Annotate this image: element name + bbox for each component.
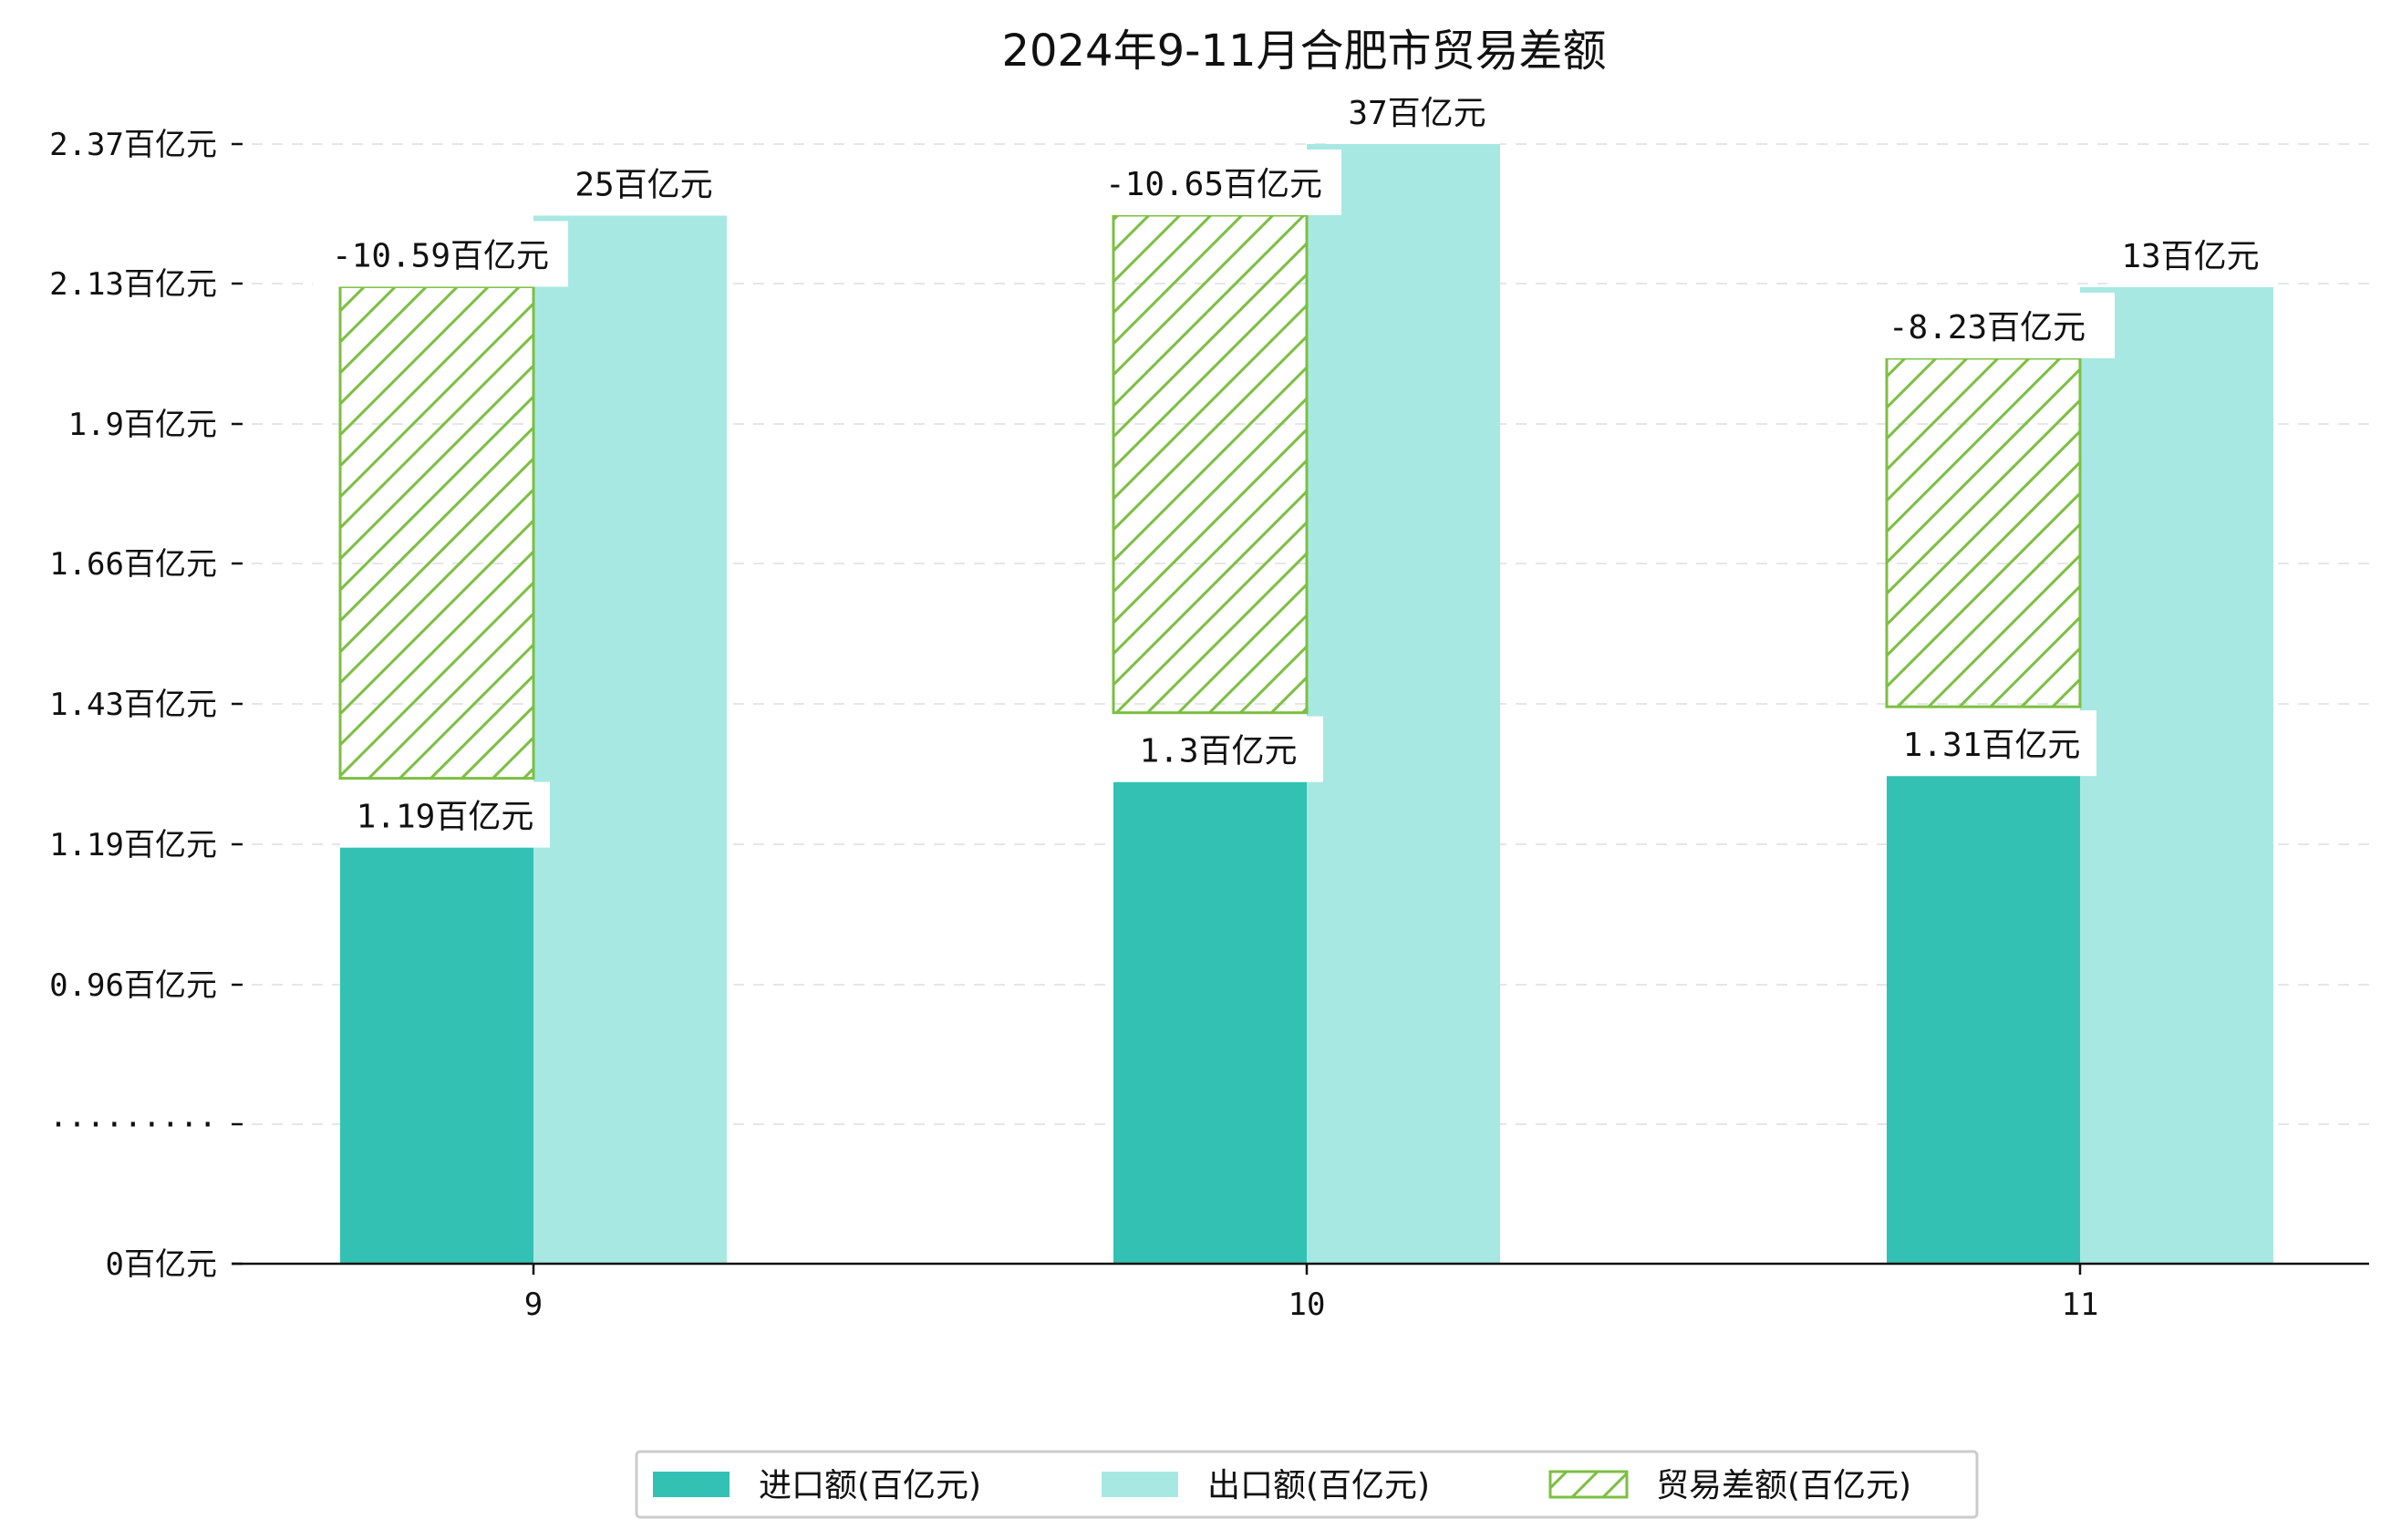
- chart-title: 2024年9-11月合肥市贸易差额: [1001, 26, 1606, 77]
- y-tick-label: ·········: [49, 1107, 217, 1143]
- label-import-bg: [1887, 710, 2096, 777]
- label-balance-bg: [313, 221, 568, 287]
- legend-swatch: [653, 1472, 730, 1497]
- y-tick-label: 1.43百亿元: [49, 687, 217, 723]
- legend-label: 出口额(百亿元): [1207, 1467, 1430, 1504]
- legend-box: [635, 1450, 1979, 1519]
- label-export: 13百亿元: [2121, 238, 2259, 275]
- label-export-bg: [2107, 221, 2273, 287]
- bars: [338, 144, 2273, 1265]
- label-import-bg: [1113, 716, 1323, 782]
- data-labels: 1.19百亿元 25百亿元 -10.59百亿元 1.3百亿元 37百亿元 -10.65百亿…: [313, 78, 2273, 848]
- y-tick-label: 1.66百亿元: [49, 546, 217, 583]
- bar-export: [1307, 144, 1500, 1264]
- bar-balance: [338, 284, 535, 780]
- legend: 进口额(百亿元) 出口额(百亿元) 贸易差额(百亿元): [635, 1450, 1979, 1519]
- bar-export: [533, 215, 727, 1265]
- legend-swatch: [1102, 1472, 1178, 1497]
- bar-export: [2080, 286, 2273, 1264]
- label-balance: -10.59百亿元: [332, 237, 549, 274]
- label-export: 25百亿元: [574, 166, 712, 203]
- x-tick-label: 11: [2062, 1287, 2099, 1323]
- label-export: 37百亿元: [1348, 95, 1485, 132]
- legend-swatch: [1548, 1470, 1629, 1499]
- y-tick-label: 0百亿元: [106, 1246, 217, 1283]
- label-import: 1.3百亿元: [1139, 733, 1297, 770]
- label-balance-bg: [1859, 292, 2115, 358]
- y-tick-label: 1.19百亿元: [49, 827, 217, 863]
- label-import: 1.19百亿元: [357, 799, 534, 836]
- y-tick-label: 2.37百亿元: [49, 127, 217, 163]
- bar-import: [1113, 781, 1307, 1264]
- label-export-bg: [561, 150, 727, 216]
- legend-label: 贸易差额(百亿元): [1656, 1467, 1911, 1504]
- y-axis-ticks: 0百亿元 ········· 0.96百亿元 1.19百亿元 1.43百亿元 1.66百亿…: [49, 127, 243, 1283]
- label-import: 1.31百亿元: [1903, 727, 2081, 764]
- label-balance: -10.65百亿元: [1105, 166, 1322, 203]
- label-export-bg: [1334, 78, 1500, 144]
- x-axis-ticks: 9 10 11: [524, 1264, 2099, 1323]
- label-import-bg: [340, 781, 550, 848]
- x-tick-label: 9: [524, 1287, 543, 1323]
- y-tick-label: 2.13百亿元: [49, 266, 217, 303]
- bar-import: [1887, 776, 2080, 1264]
- y-tick-label: 1.9百亿元: [68, 407, 217, 443]
- bar-import: [340, 847, 533, 1264]
- label-balance: -8.23百亿元: [1889, 309, 2086, 346]
- legend-label: 进口额(百亿元): [759, 1467, 981, 1504]
- bar-balance: [1112, 213, 1309, 715]
- x-tick-label: 10: [1289, 1287, 1326, 1323]
- label-balance-bg: [1086, 150, 1341, 215]
- bar-balance: [1885, 357, 2082, 708]
- y-tick-label: 0.96百亿元: [49, 967, 217, 1004]
